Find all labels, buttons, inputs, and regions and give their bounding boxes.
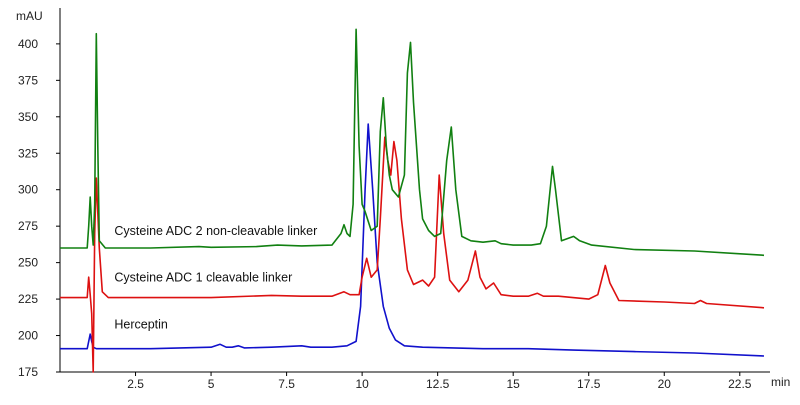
y-tick-label: 375: [18, 73, 38, 87]
x-tick-label: 15: [507, 377, 521, 391]
x-tick-label: 22.5: [728, 377, 752, 391]
x-tick-label: 12.5: [426, 377, 450, 391]
x-tick-label: 20: [658, 377, 672, 391]
y-tick-label: 275: [18, 219, 38, 233]
y-tick-label: 350: [18, 110, 38, 124]
x-axis-ticks: 2.5 5 7.5 10 12.5 15 17.5 20 22.5: [127, 372, 752, 391]
series-traces: [60, 28, 765, 373]
series-label: Cysteine ADC 1 cleavable linker: [114, 271, 292, 285]
y-tick-label: 225: [18, 292, 38, 306]
series-label: Cysteine ADC 2 non-cleavable linker: [114, 224, 317, 238]
y-tick-label: 325: [18, 146, 38, 160]
y-tick-label: 175: [18, 365, 38, 379]
y-tick-label: 250: [18, 256, 38, 270]
x-axis-unit-label: min: [771, 375, 790, 389]
series-labels: Cysteine ADC 2 non-cleavable linker Cyste…: [114, 224, 317, 331]
y-tick-label: 200: [18, 329, 38, 343]
y-axis-unit-label: mAU: [16, 9, 43, 23]
series-trace: [60, 123, 765, 357]
series-trace: [60, 136, 765, 373]
y-tick-label: 300: [18, 183, 38, 197]
x-tick-label: 7.5: [278, 377, 295, 391]
x-tick-label: 2.5: [127, 377, 144, 391]
series-trace: [60, 28, 765, 257]
x-tick-label: 5: [208, 377, 215, 391]
y-axis-ticks: 175 200 225 250 275 300 325 350 375 400: [18, 37, 60, 379]
series-label: Herceptin: [114, 317, 168, 331]
x-tick-label: 17.5: [577, 377, 601, 391]
y-tick-label: 400: [18, 37, 38, 51]
x-tick-label: 10: [355, 377, 369, 391]
